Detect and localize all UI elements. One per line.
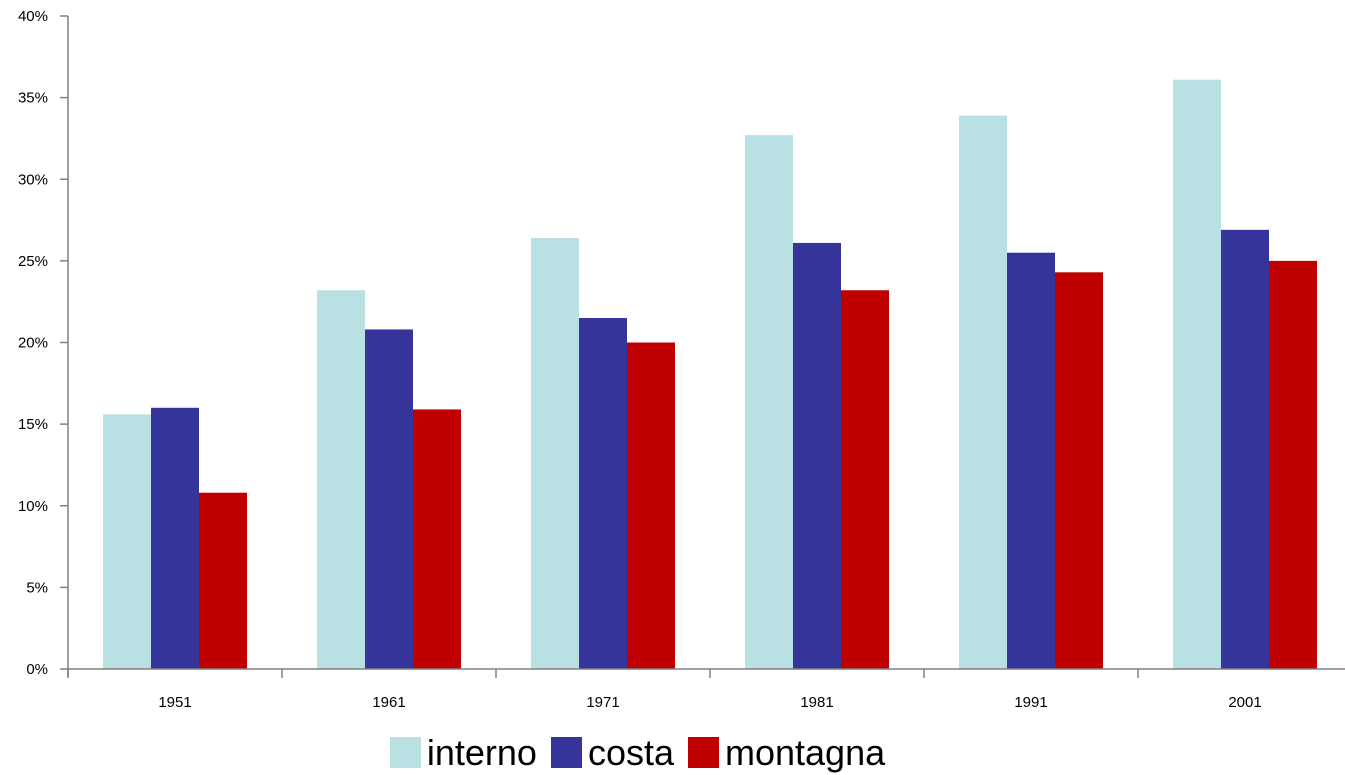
bar-interno-1991	[959, 115, 1007, 669]
legend-swatch-costa	[550, 737, 582, 768]
y-tick-label: 20%	[18, 335, 48, 352]
legend-label-costa: costa	[587, 731, 674, 773]
legend-item-interno: interno	[389, 731, 537, 774]
x-tick-label: 1961	[372, 694, 405, 711]
y-tick-label: 0%	[26, 661, 48, 678]
y-tick-label: 25%	[18, 253, 48, 270]
bar-costa-1981	[793, 242, 841, 670]
bar-interno-2001	[1173, 79, 1221, 670]
x-tick-label: 2001	[1228, 694, 1261, 711]
bars-group	[103, 79, 1317, 670]
y-tick-label: 40%	[18, 8, 48, 25]
x-tick-label: 1981	[800, 694, 833, 711]
legend-label-interno: interno	[426, 731, 537, 773]
axes-group: 0% 5% 10% 15% 20% 25% 30% 35% 40% 1951 1961 1971 198…	[18, 8, 1345, 711]
legend-swatch-interno	[389, 737, 421, 768]
x-tick-label: 1971	[586, 694, 619, 711]
legend-item-montagna: montagna	[688, 732, 885, 774]
bar-montagna-1991	[1055, 272, 1103, 669]
legend: interno costa montagna	[0, 730, 1275, 775]
y-tick-label: 15%	[18, 416, 48, 433]
bar-costa-1971	[579, 318, 627, 669]
bar-interno-1961	[317, 290, 365, 669]
x-tick-label: 1991	[1014, 694, 1047, 711]
bar-interno-1971	[531, 238, 579, 669]
bar-interno-1981	[745, 135, 793, 670]
bar-interno-1951	[103, 414, 151, 669]
y-tick-label: 35%	[18, 90, 48, 107]
bar-montagna-1971	[627, 342, 675, 669]
legend-swatch-montagna	[688, 737, 719, 768]
bar-montagna-1961	[413, 409, 461, 669]
y-tick-label: 30%	[18, 171, 48, 188]
bar-costa-1991	[1007, 252, 1055, 669]
bar-costa-1951	[151, 407, 199, 669]
bar-montagna-1981	[841, 290, 889, 669]
bar-montagna-2001	[1269, 260, 1317, 669]
legend-item-costa: costa	[550, 731, 674, 774]
x-tick-label: 1951	[158, 694, 191, 711]
legend-label-montagna: montagna	[725, 731, 886, 773]
y-tick-label: 10%	[18, 498, 48, 515]
y-tick-label: 5%	[26, 579, 48, 596]
bar-costa-2001	[1221, 229, 1269, 670]
bar-costa-1961	[365, 329, 413, 669]
bar-chart: 0% 5% 10% 15% 20% 25% 30% 35% 40% 1951 1961 1971 198…	[18, 8, 1345, 711]
bar-montagna-1951	[199, 492, 247, 669]
